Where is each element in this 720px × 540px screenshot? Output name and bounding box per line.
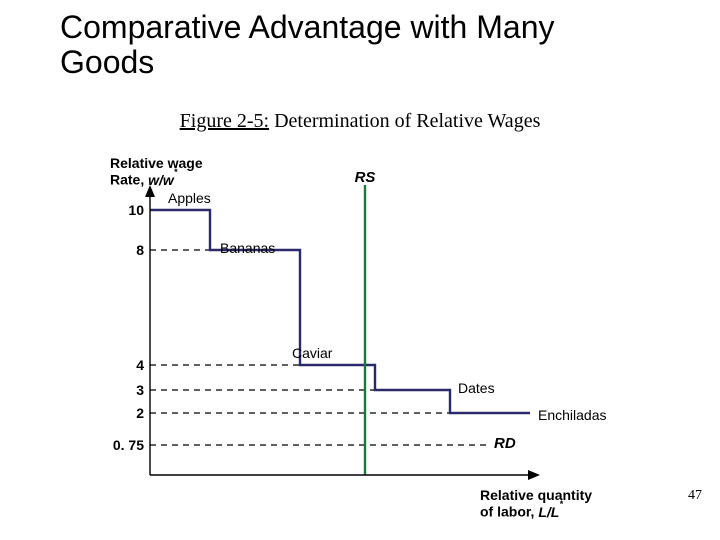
page: Comparative Advantage with Many Goods Fi… (0, 0, 720, 540)
good-label: Caviar (292, 345, 332, 361)
x-axis-var: L/L* (538, 504, 563, 520)
y-tick: 10 (128, 202, 150, 218)
y-tick: 8 (136, 242, 150, 258)
good-label: Apples (168, 190, 211, 206)
rd-label: RD (494, 435, 516, 452)
good-label: Bananas (220, 240, 275, 256)
figure-caption-rest: Determination of Relative Wages (269, 110, 540, 132)
y-tick: 2 (136, 405, 150, 421)
plot-area (150, 195, 530, 475)
x-axis-label-line1: Relative quantity (480, 487, 592, 503)
y-tick: 4 (136, 357, 150, 373)
page-title: Comparative Advantage with Many Goods (60, 10, 560, 80)
y-axis-var: w/w* (148, 172, 177, 188)
figure-caption-lead: Figure 2-5: (180, 110, 269, 132)
chart: Relative wage Rate, w/w* Relative quanti… (110, 155, 610, 500)
rs-label: RS (355, 169, 376, 186)
y-axis-label: Relative wage Rate, w/w* (110, 155, 203, 188)
x-axis-label: Relative quantity of labor, L/L* (480, 487, 592, 520)
figure-caption: Figure 2-5: Determination of Relative Wa… (0, 110, 720, 133)
chart-svg (150, 195, 530, 475)
page-number: 47 (688, 488, 702, 504)
y-axis-label-line2: Rate, (110, 172, 148, 188)
y-tick: 3 (136, 382, 150, 398)
y-axis-label-line1: Relative wage (110, 155, 203, 171)
y-tick: 0. 75 (113, 437, 150, 453)
good-label: Dates (458, 380, 495, 396)
good-label: Enchiladas (538, 407, 607, 423)
x-axis-label-line2: of labor, (480, 504, 538, 520)
